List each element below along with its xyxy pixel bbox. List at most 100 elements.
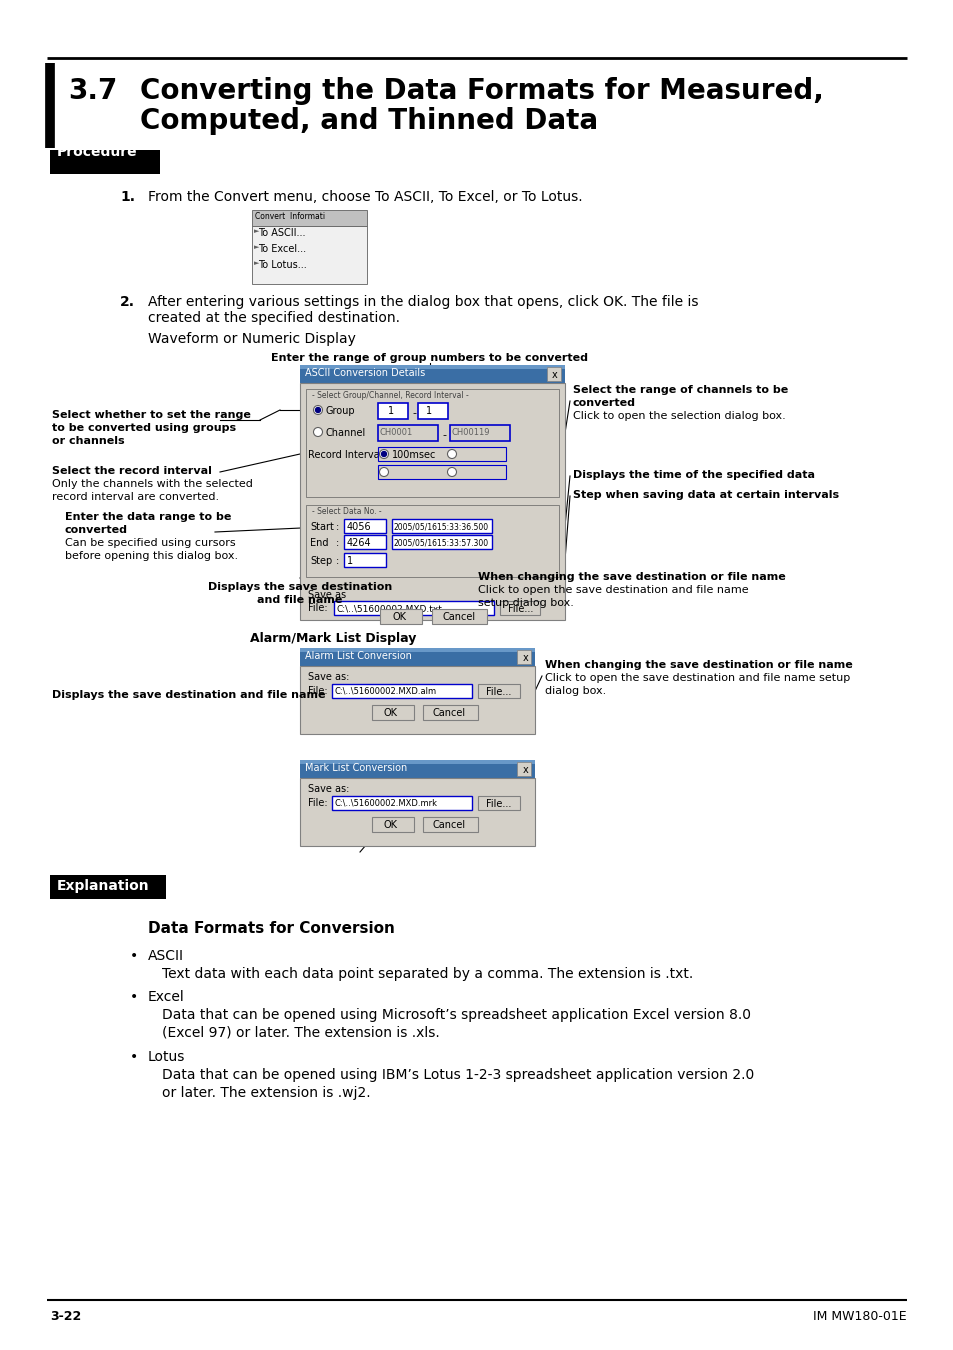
Text: Record Interval: Record Interval — [308, 450, 382, 460]
Text: converted: converted — [573, 398, 636, 408]
Text: 1: 1 — [426, 406, 432, 416]
Text: •: • — [130, 1050, 138, 1064]
Text: 1: 1 — [388, 406, 394, 416]
Text: Save as:: Save as: — [308, 784, 349, 794]
Text: setup dialog box.: setup dialog box. — [477, 598, 574, 608]
Text: •: • — [130, 990, 138, 1004]
Bar — [299, 648, 535, 666]
Text: 4056: 4056 — [347, 522, 372, 532]
Text: Enter the data range to be: Enter the data range to be — [65, 512, 232, 522]
Text: :: : — [335, 539, 339, 548]
Text: Step when saving data at certain intervals: Step when saving data at certain interva… — [573, 490, 839, 500]
Text: OK: OK — [384, 707, 397, 718]
Text: File...: File... — [507, 603, 533, 614]
Text: Converting the Data Formats for Measured,: Converting the Data Formats for Measured… — [140, 77, 823, 105]
Bar — [252, 225, 367, 284]
Text: Convert  Informati: Convert Informati — [254, 212, 325, 221]
Text: Data Formats for Conversion: Data Formats for Conversion — [148, 921, 395, 936]
Bar — [299, 364, 564, 369]
Bar — [377, 404, 408, 418]
Text: Lotus: Lotus — [148, 1050, 185, 1064]
Bar — [299, 760, 535, 778]
Text: OK: OK — [384, 819, 397, 830]
Bar — [50, 150, 160, 174]
Bar — [477, 796, 519, 810]
Text: ►: ► — [253, 228, 259, 234]
Text: Cancel: Cancel — [433, 819, 466, 830]
Text: Only the channels with the selected: Only the channels with the selected — [52, 479, 253, 489]
Text: Text data with each data point separated by a comma. The extension is .txt.: Text data with each data point separated… — [162, 967, 693, 981]
Bar — [50, 875, 166, 899]
Text: Save as: Save as — [308, 590, 346, 599]
Bar — [377, 447, 505, 460]
Bar — [299, 383, 564, 620]
Text: ►: ► — [253, 261, 259, 266]
Text: 1.: 1. — [120, 190, 135, 204]
Bar — [392, 518, 492, 533]
Text: Alarm/Mark List Display: Alarm/Mark List Display — [250, 632, 416, 645]
Bar — [377, 464, 505, 479]
Text: 3.7: 3.7 — [68, 77, 117, 105]
Text: End: End — [310, 539, 328, 548]
Bar — [392, 535, 492, 549]
Bar — [417, 404, 448, 418]
Text: and file name: and file name — [257, 595, 342, 605]
Text: To ASCII...: To ASCII... — [257, 228, 305, 238]
Bar — [252, 211, 367, 225]
Text: Displays the save destination and file name: Displays the save destination and file n… — [52, 690, 325, 701]
Text: converted: converted — [65, 525, 128, 535]
Text: Waveform or Numeric Display: Waveform or Numeric Display — [148, 332, 355, 346]
Text: record interval are converted.: record interval are converted. — [52, 491, 219, 502]
Text: 2005/05/1615:33:57.300: 2005/05/1615:33:57.300 — [394, 539, 489, 547]
Text: x: x — [522, 653, 528, 663]
Text: When changing the save destination or file name: When changing the save destination or fi… — [477, 572, 785, 582]
Text: - Select Data No. -: - Select Data No. - — [312, 508, 381, 516]
Text: to be converted using groups: to be converted using groups — [52, 423, 236, 433]
Text: Displays the time of the specified data: Displays the time of the specified data — [573, 470, 814, 481]
Circle shape — [379, 467, 388, 477]
Text: x: x — [552, 370, 558, 379]
Text: created at the specified destination.: created at the specified destination. — [148, 310, 399, 325]
Text: Excel: Excel — [148, 990, 185, 1004]
Bar — [450, 425, 510, 441]
Bar — [306, 505, 558, 576]
Text: Save as:: Save as: — [308, 672, 349, 682]
Text: Data that can be opened using Microsoft’s spreadsheet application Excel version : Data that can be opened using Microsoft’… — [162, 1008, 750, 1022]
Text: 4264: 4264 — [347, 539, 372, 548]
Text: (Excel 97) or later. The extension is .xls.: (Excel 97) or later. The extension is .x… — [162, 1026, 439, 1040]
Text: ►: ► — [253, 244, 259, 250]
Bar — [332, 796, 472, 810]
Text: 100msec: 100msec — [392, 450, 436, 460]
Text: Click to open the selection dialog box.: Click to open the selection dialog box. — [573, 410, 785, 421]
Bar — [334, 601, 494, 616]
Bar — [299, 666, 535, 734]
Bar — [499, 601, 539, 616]
Bar — [517, 761, 531, 776]
Text: Channel: Channel — [326, 428, 366, 437]
Text: Cancel: Cancel — [433, 707, 466, 718]
Text: - Select Group/Channel, Record Interval -: - Select Group/Channel, Record Interval … — [312, 392, 468, 400]
Text: -: - — [441, 431, 446, 440]
Text: Click to open the save destination and file name setup: Click to open the save destination and f… — [544, 674, 849, 683]
Bar — [332, 684, 472, 698]
Text: Displays the save destination: Displays the save destination — [208, 582, 392, 593]
Circle shape — [315, 408, 320, 413]
Text: Start: Start — [310, 522, 334, 532]
Text: Procedure: Procedure — [57, 144, 137, 159]
Text: Explanation: Explanation — [57, 879, 150, 892]
Bar — [344, 554, 386, 567]
Circle shape — [314, 428, 322, 436]
Bar — [377, 425, 437, 441]
Circle shape — [447, 450, 456, 459]
Bar — [372, 817, 414, 832]
Bar — [477, 684, 519, 698]
Text: To Lotus...: To Lotus... — [257, 261, 307, 270]
Bar — [422, 705, 477, 720]
Text: File:: File: — [308, 603, 327, 613]
Bar — [432, 609, 486, 624]
Text: 1: 1 — [347, 556, 353, 566]
Text: ASCII Conversion Details: ASCII Conversion Details — [305, 369, 425, 378]
Text: x: x — [522, 765, 528, 775]
Text: C:\..\51600002.MXD.mrk: C:\..\51600002.MXD.mrk — [335, 799, 437, 809]
Bar — [344, 518, 386, 533]
